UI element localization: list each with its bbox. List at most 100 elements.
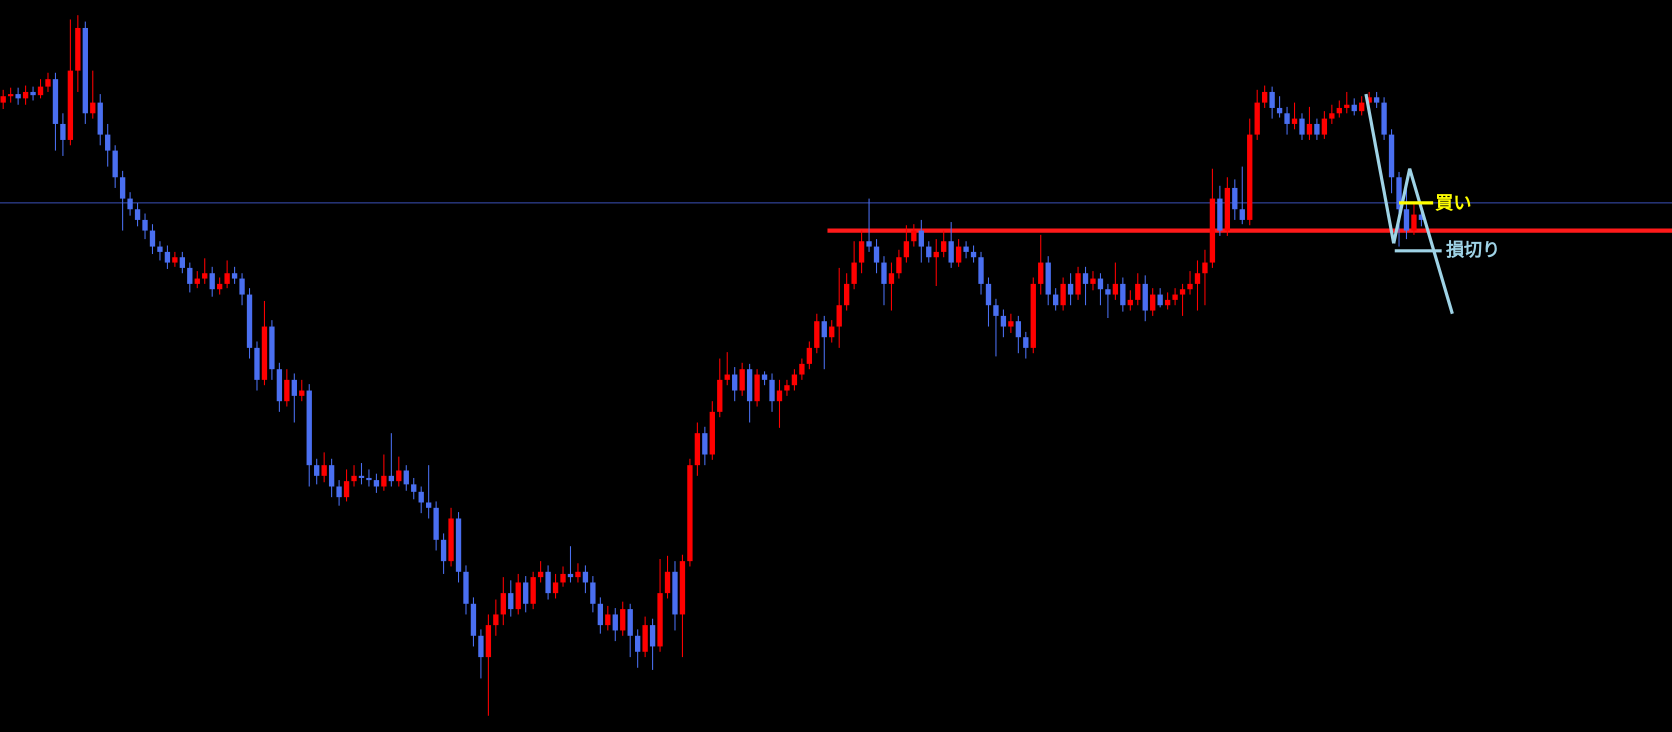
candle-body [179,257,186,268]
candle-body [1135,283,1141,300]
candle-body [202,273,208,279]
candle-body [933,251,939,258]
candle-body [970,251,977,258]
candle-body [1015,321,1022,338]
candle-body [358,475,365,478]
candle-body [1403,209,1410,231]
candle-body [470,603,477,636]
candle-body [194,278,200,284]
candle-body [523,582,529,604]
trend-drawing [1364,93,1396,244]
candle-body [508,593,514,610]
candle-body [642,625,648,652]
candle-body [448,518,454,562]
candle-body [1269,91,1275,108]
candle-body [231,273,238,279]
candle-body [1388,134,1395,178]
candle-body [1396,177,1402,210]
candle-body [328,465,335,487]
candle-body [1314,123,1320,135]
candle-body [679,561,686,615]
candle-body [7,94,14,97]
candle-body [321,465,327,476]
candle-body [985,283,992,306]
candle-body [500,593,506,615]
candle-body [373,480,380,487]
candle-body [746,369,753,402]
candle-body [388,475,395,482]
candle-body [485,625,492,658]
candle-body [425,502,432,508]
candle-body [1202,262,1208,274]
candle-body [1075,273,1081,295]
horizontal-lines [0,202,1672,233]
candle-body [1172,294,1178,300]
candle-body [537,571,544,578]
candle-body [1276,107,1283,114]
candle-body [575,571,581,578]
candle-body [911,230,917,242]
candle-body [873,246,880,263]
candle-body [918,230,924,247]
candle-body [687,465,693,562]
candle-body [1030,283,1036,348]
candle-body [127,198,133,210]
candle-body [403,470,409,485]
candle-body [1194,273,1201,284]
candle-body [209,273,215,290]
candle-body [1179,289,1186,295]
candle-body [1187,283,1193,290]
candle-body [1008,321,1014,327]
candle-body [1023,337,1029,348]
candle-body [254,347,260,380]
candle-body [433,507,439,540]
candle-body [455,518,462,572]
candle-body [776,390,783,402]
candle-body [545,571,551,594]
candle-body [1105,289,1111,295]
candle-body [366,477,372,481]
candle-body [45,79,51,87]
candle-body [1411,214,1417,231]
candle-body [1366,97,1372,103]
candle-body [881,262,887,284]
candle-body [851,262,857,284]
candle-body [15,94,21,99]
candle-body [1344,104,1350,108]
candle-body [709,411,715,455]
candle-body [291,379,297,396]
candle-body [37,86,44,96]
candle-body [620,609,626,631]
candle-body [724,374,730,380]
candle-body [888,273,895,284]
candle-body [1052,294,1059,306]
candle-body [814,321,820,348]
candle-body [1060,283,1066,306]
candle-body [1381,102,1387,135]
candle-body [75,27,81,71]
candle-body [627,609,633,636]
candle-body [411,484,417,492]
candle-body [112,150,118,178]
candle-body [896,257,902,274]
candle-body [754,374,760,402]
candle-body [1067,283,1074,295]
candle-body [530,577,536,604]
candle-body [60,123,66,140]
candle-body [926,246,932,258]
candle-body [694,433,701,466]
buy-label: 買い [1435,193,1471,214]
candle-body [717,379,723,412]
candle-body [134,209,141,220]
candle-body [1351,104,1357,112]
candle-body [1373,97,1380,103]
candle-body [657,593,663,647]
candle-body [597,603,604,626]
candle-body [239,278,245,295]
candle-body [142,219,148,231]
candle-body [941,241,947,252]
candle-body [799,363,805,375]
candle-body [105,134,111,151]
candle-body [605,614,611,626]
